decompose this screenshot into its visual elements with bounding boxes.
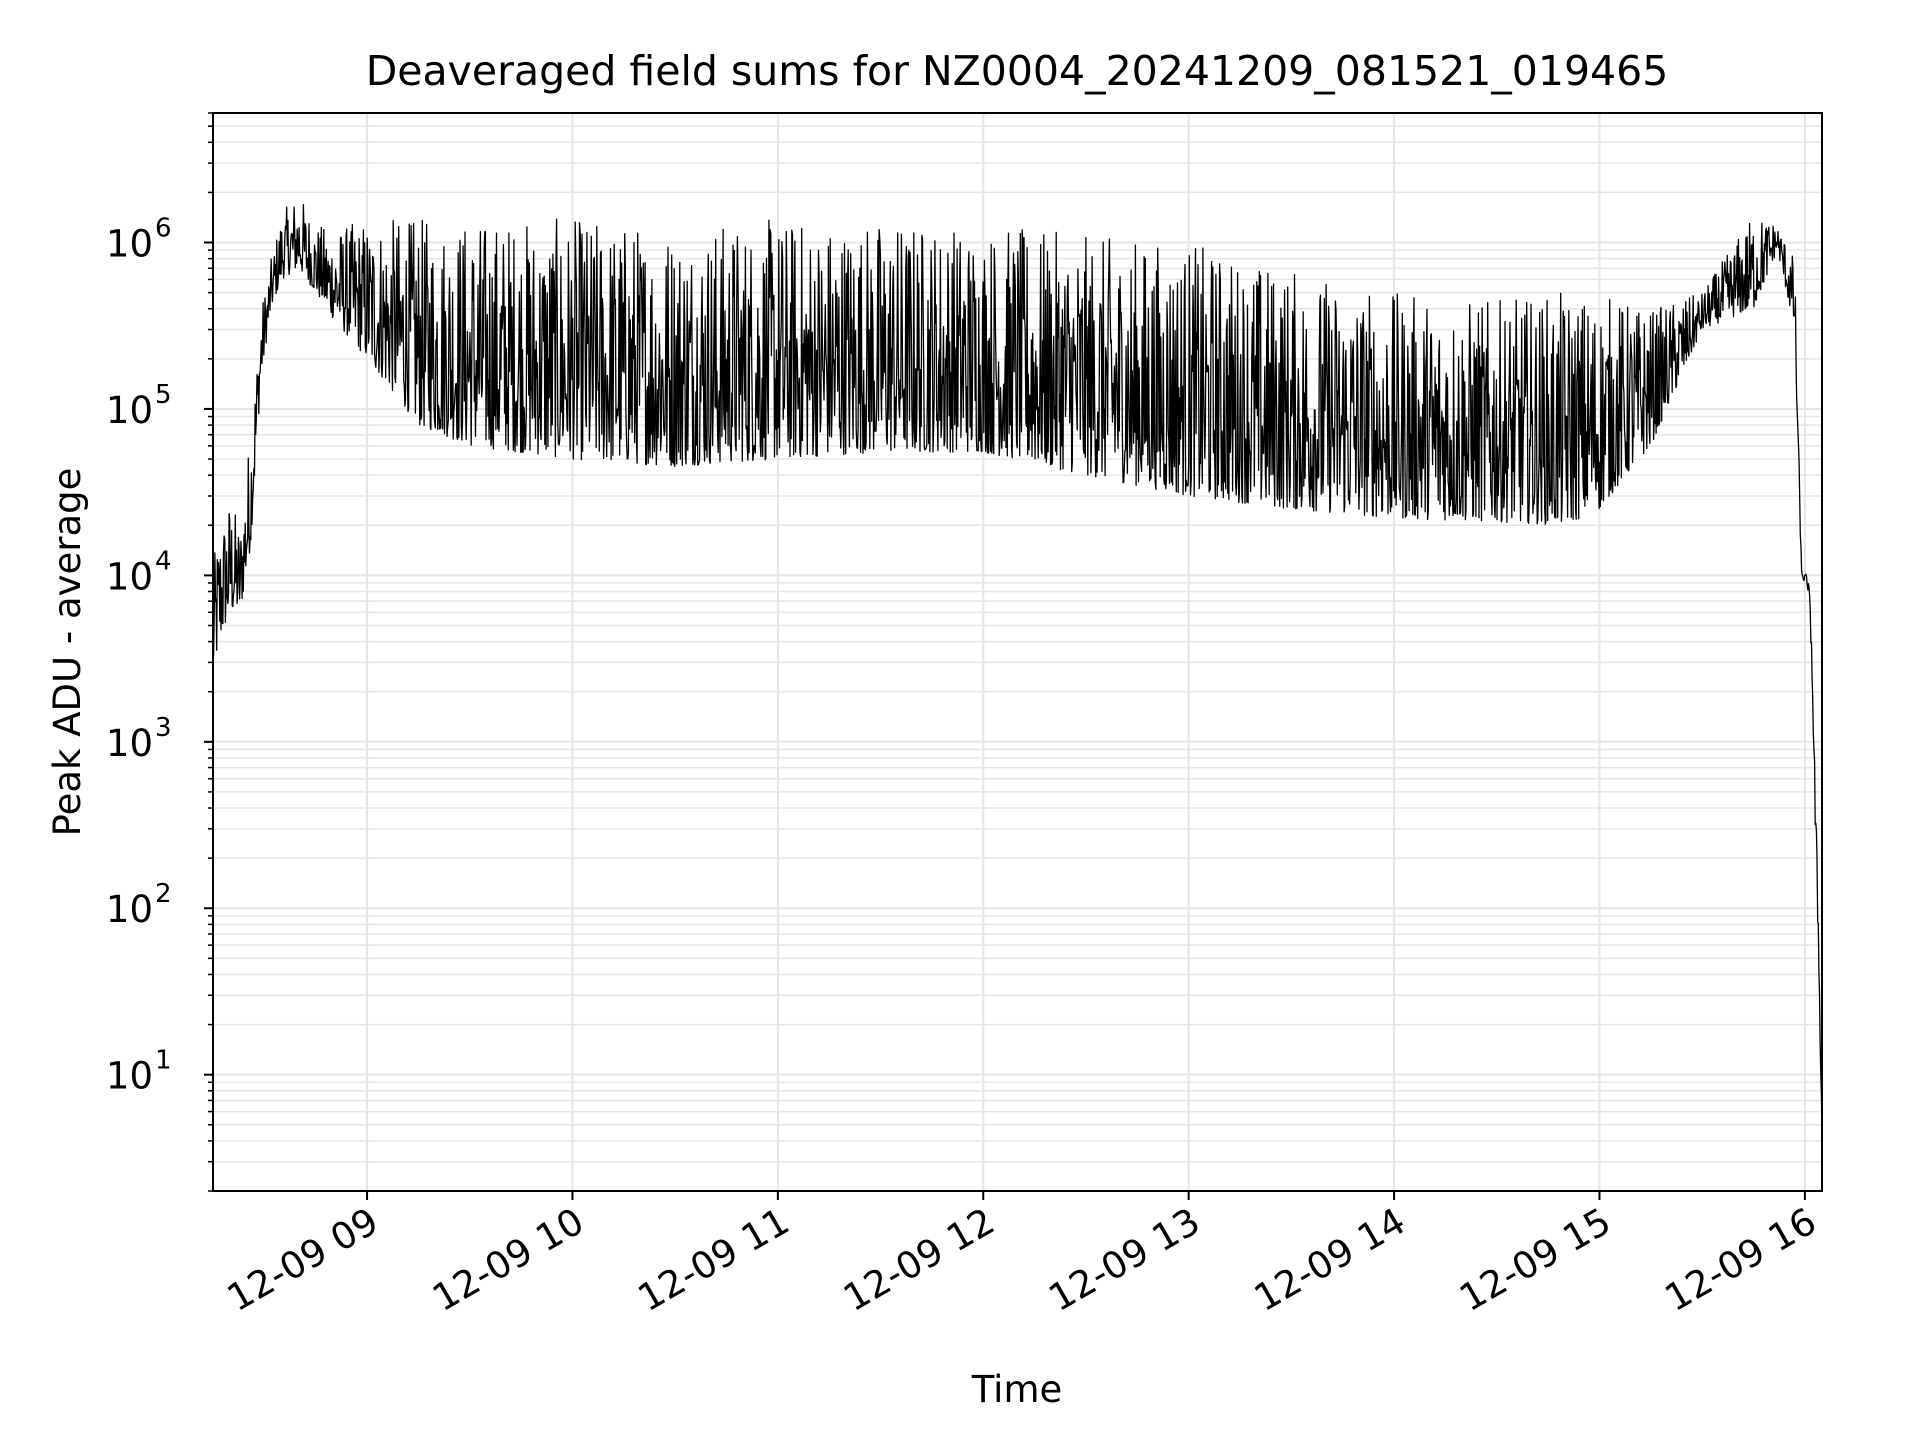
y-tick-exponent: 1: [155, 1046, 172, 1076]
series-line: [213, 204, 1822, 1133]
y-tick-label: 10: [106, 1055, 153, 1098]
y-tick-label: 10: [106, 389, 153, 432]
y-tick-exponent: 4: [155, 546, 172, 576]
y-tick-label: 10: [106, 555, 153, 598]
y-tick-exponent: 3: [155, 713, 172, 743]
chart-title: Deaveraged field sums for NZ0004_2024120…: [366, 47, 1669, 95]
y-tick-exponent: 5: [155, 380, 172, 410]
y-tick-label: 10: [106, 888, 153, 931]
y-axis-label: Peak ADU - average: [46, 468, 89, 837]
y-tick-exponent: 2: [155, 879, 172, 909]
y-tick-exponent: 6: [155, 214, 172, 244]
y-tick-label: 10: [106, 223, 153, 266]
y-tick-label: 10: [106, 722, 153, 765]
x-axis-label: Time: [971, 1368, 1063, 1411]
plot-frame: [212, 112, 1823, 1192]
data-series: [213, 204, 1822, 1133]
